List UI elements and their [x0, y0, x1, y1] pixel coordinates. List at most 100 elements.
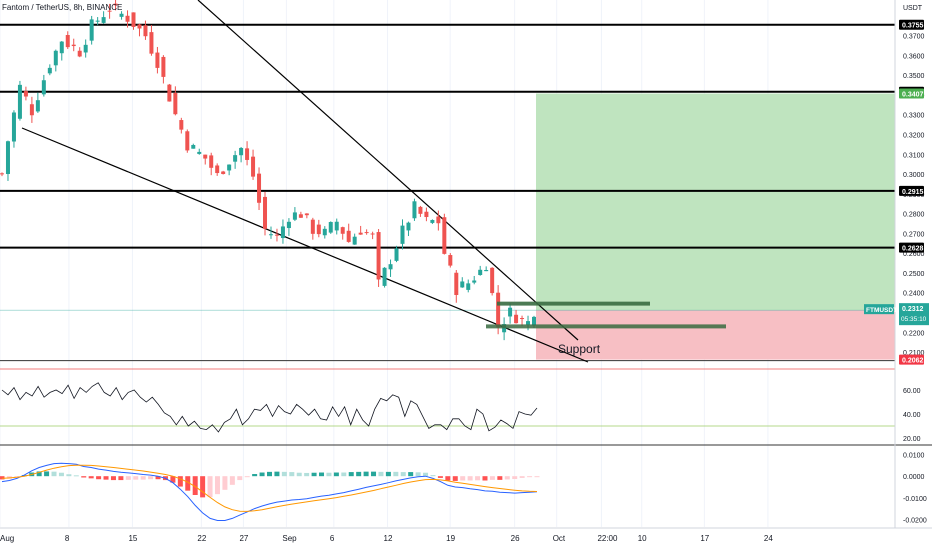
rsi-pane: [0, 368, 932, 446]
macd-histogram-bar: [281, 471, 287, 477]
candle-body: [143, 25, 148, 37]
candle-body: [370, 233, 375, 235]
macd-histogram-bar: [445, 476, 451, 481]
candle-body: [41, 80, 46, 95]
macd-histogram-bar: [467, 476, 473, 481]
macd-histogram-bar: [81, 476, 87, 478]
macd-histogram-bar: [534, 476, 540, 478]
rsi-tick-label: 40.00: [903, 412, 921, 419]
annotations: Support: [558, 342, 601, 356]
macd-histogram-bar: [44, 471, 50, 477]
candle-body: [101, 17, 106, 23]
macd-histogram-bar: [267, 471, 272, 477]
price-tick-label: 0.2100: [903, 350, 925, 357]
macd-histogram-bar: [497, 476, 503, 480]
current-price-countdown: 05:35:10: [901, 316, 927, 323]
candle-body: [53, 50, 58, 66]
macd-histogram-bar: [200, 476, 206, 498]
macd-histogram-bar: [274, 471, 280, 477]
candle-body: [257, 173, 262, 203]
macd-histogram-bar: [430, 475, 436, 477]
current-price-value: 0.2312: [902, 306, 924, 313]
macd-histogram-bar: [408, 472, 414, 477]
macd-histogram-bar: [423, 472, 429, 477]
candle-body: [526, 321, 531, 325]
rsi-line: [1, 382, 538, 433]
candle-body: [346, 230, 351, 242]
macd-histogram-bar: [14, 476, 20, 478]
macd-histogram-bar: [103, 476, 109, 480]
support-box: [486, 324, 726, 329]
macd-histogram-bar: [259, 472, 265, 477]
macd-histogram-bar: [371, 471, 377, 477]
macd-histogram-bar: [341, 472, 347, 477]
target-zone: [536, 93, 895, 311]
candles: [0, 0, 536, 341]
candle-body: [286, 221, 291, 229]
price-tick-label: 0.3100: [903, 152, 925, 159]
macd-histogram-bar: [489, 476, 495, 480]
candle-body: [388, 264, 393, 270]
time-axis[interactable]: Aug 8 15 22 27 Sep 6 12 19 26 Oct 22:00 10 17 24: [0, 534, 773, 543]
candle-body: [23, 91, 28, 97]
macd-histogram-bar: [229, 476, 235, 485]
macd-histogram-bar: [504, 476, 510, 480]
macd-histogram-bar: [73, 475, 79, 477]
trendlines[interactable]: [21, 0, 589, 363]
macd-histogram-bar: [252, 474, 258, 477]
candle-body: [496, 292, 501, 328]
zone-boxes[interactable]: [486, 301, 726, 329]
candle-body: [436, 216, 441, 224]
candle-body: [89, 19, 94, 41]
macd-histogram-bar: [319, 472, 325, 477]
currency-label: USDT: [903, 5, 923, 12]
candle-body: [17, 84, 22, 119]
macd-histogram-bar: [512, 476, 518, 479]
time-tick-label: 19: [446, 534, 455, 543]
macd-histogram-bar: [58, 472, 64, 477]
macd-pane: [0, 462, 932, 529]
candle-body: [340, 227, 345, 234]
candle-body: [125, 15, 130, 22]
candle-body: [0, 173, 4, 175]
price-tick-label: 0.2800: [903, 212, 925, 219]
horizontal-levels[interactable]: [0, 23, 895, 249]
candle-body: [334, 221, 339, 231]
price-tick-label: 0.2400: [903, 291, 925, 298]
candle-body: [490, 267, 495, 294]
candle-body: [430, 220, 435, 223]
macd-histogram-bar: [133, 476, 139, 480]
price-tick-label: 0.2500: [903, 271, 925, 278]
candle-body: [167, 84, 172, 102]
macd-histogram-bar: [88, 476, 94, 479]
candle-body: [263, 196, 268, 229]
chart-title: Fantom / TetherUS, 8h, BINANCE: [2, 3, 123, 12]
candle-body: [107, 10, 112, 12]
candle-body: [77, 50, 82, 57]
macd-histogram-bar: [140, 476, 146, 480]
candle-body: [95, 20, 100, 22]
candle-body: [460, 281, 465, 288]
candle-body: [5, 141, 10, 174]
macd-line: [1, 462, 538, 521]
time-tick-label: 8: [65, 534, 70, 543]
candle-body: [251, 156, 256, 177]
candle-body: [155, 52, 160, 68]
candle-body: [454, 272, 459, 296]
candle-body: [406, 222, 411, 231]
price-tick-label: 0.2700: [903, 231, 925, 238]
macd-histogram-bar: [207, 476, 213, 498]
candle-body: [119, 13, 124, 17]
candle-body: [322, 228, 327, 236]
candle-body: [292, 212, 297, 220]
candle-body: [29, 104, 34, 116]
candle-body: [245, 148, 250, 160]
level-tag-bg: [899, 242, 924, 253]
level-tag-bg: [899, 185, 924, 196]
candle-body: [310, 219, 315, 234]
price-axis[interactable]: USDT0.37000.36000.35000.34000.33000.3200…: [864, 0, 929, 528]
symbol-tag-bg: [864, 304, 894, 315]
candle-body: [35, 100, 40, 112]
price-tick-label: 0.3300: [903, 113, 925, 120]
